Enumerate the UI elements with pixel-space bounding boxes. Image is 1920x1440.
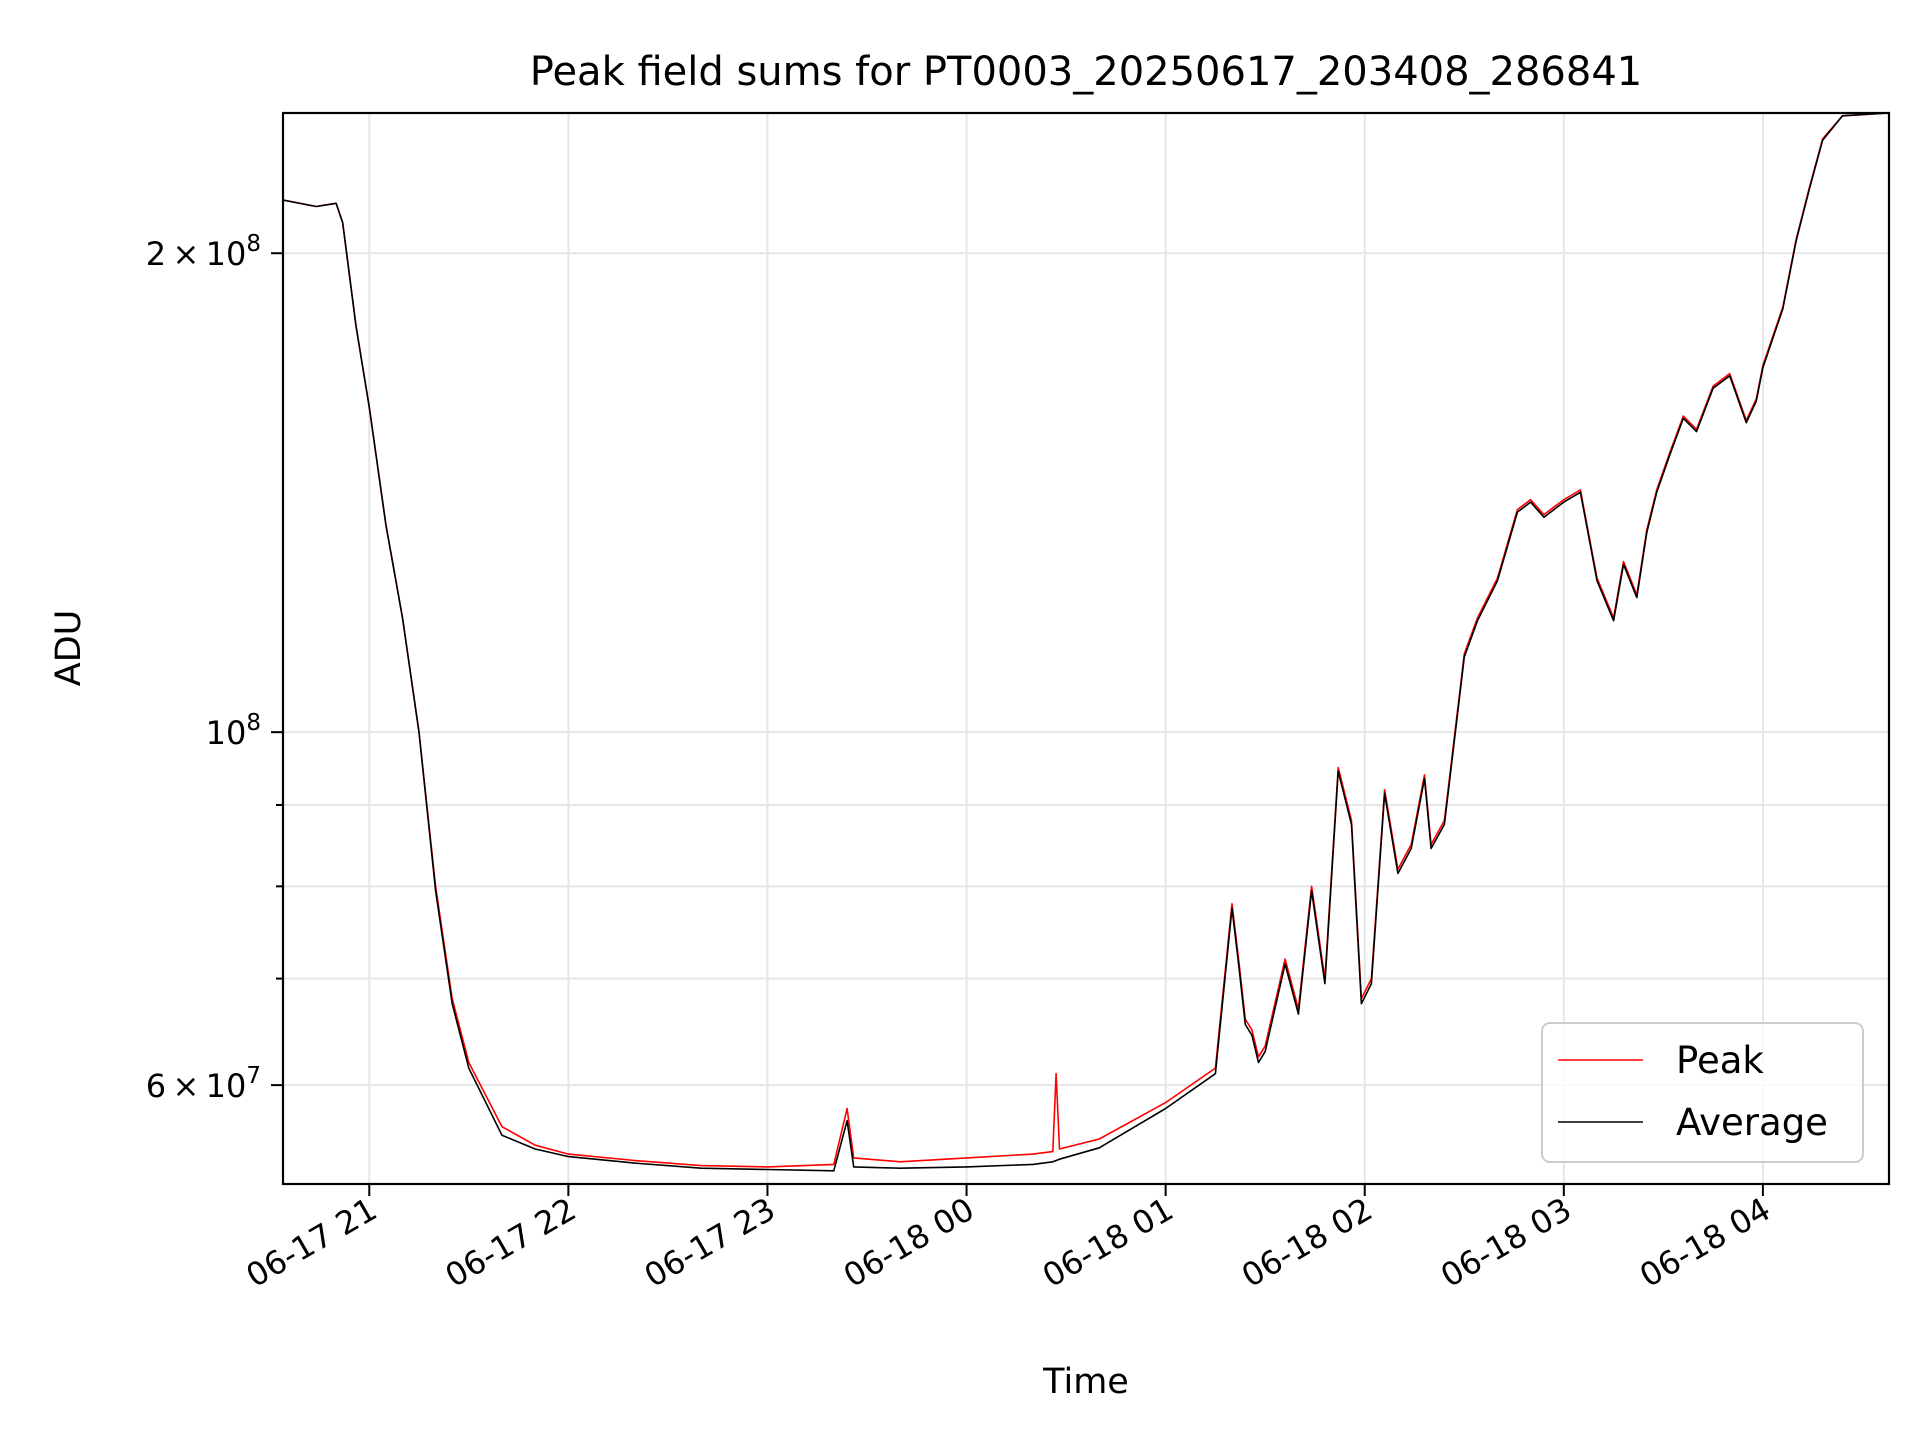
y-tick-exponent: 7 <box>246 1063 261 1089</box>
y-tick-base: 2 × 10 <box>146 235 247 273</box>
y-axis-label: ADU <box>49 610 89 687</box>
y-tick-label: 2 × 108 <box>146 231 261 273</box>
legend-box <box>1541 1022 1864 1163</box>
y-tick-base: 6 × 10 <box>146 1067 247 1105</box>
legend-average-label: Average <box>1676 1101 1828 1144</box>
series-line-average <box>283 113 1889 1172</box>
y-tick-label: 108 <box>206 710 261 752</box>
legend: Peak Average <box>1541 1022 1864 1163</box>
x-axis-label: Time <box>1042 1362 1129 1402</box>
plot-frame <box>281 111 1891 1186</box>
grid <box>283 113 1889 1184</box>
y-tick-exponent: 8 <box>246 231 261 257</box>
series-layer <box>283 113 1889 1172</box>
legend-peak-label: Peak <box>1676 1039 1764 1082</box>
y-tick-base: 10 <box>206 714 247 752</box>
chart-title: Peak field sums for PT0003_20250617_2034… <box>530 49 1642 95</box>
y-tick-exponent: 8 <box>246 710 261 736</box>
y-tick-label: 6 × 107 <box>146 1063 261 1105</box>
